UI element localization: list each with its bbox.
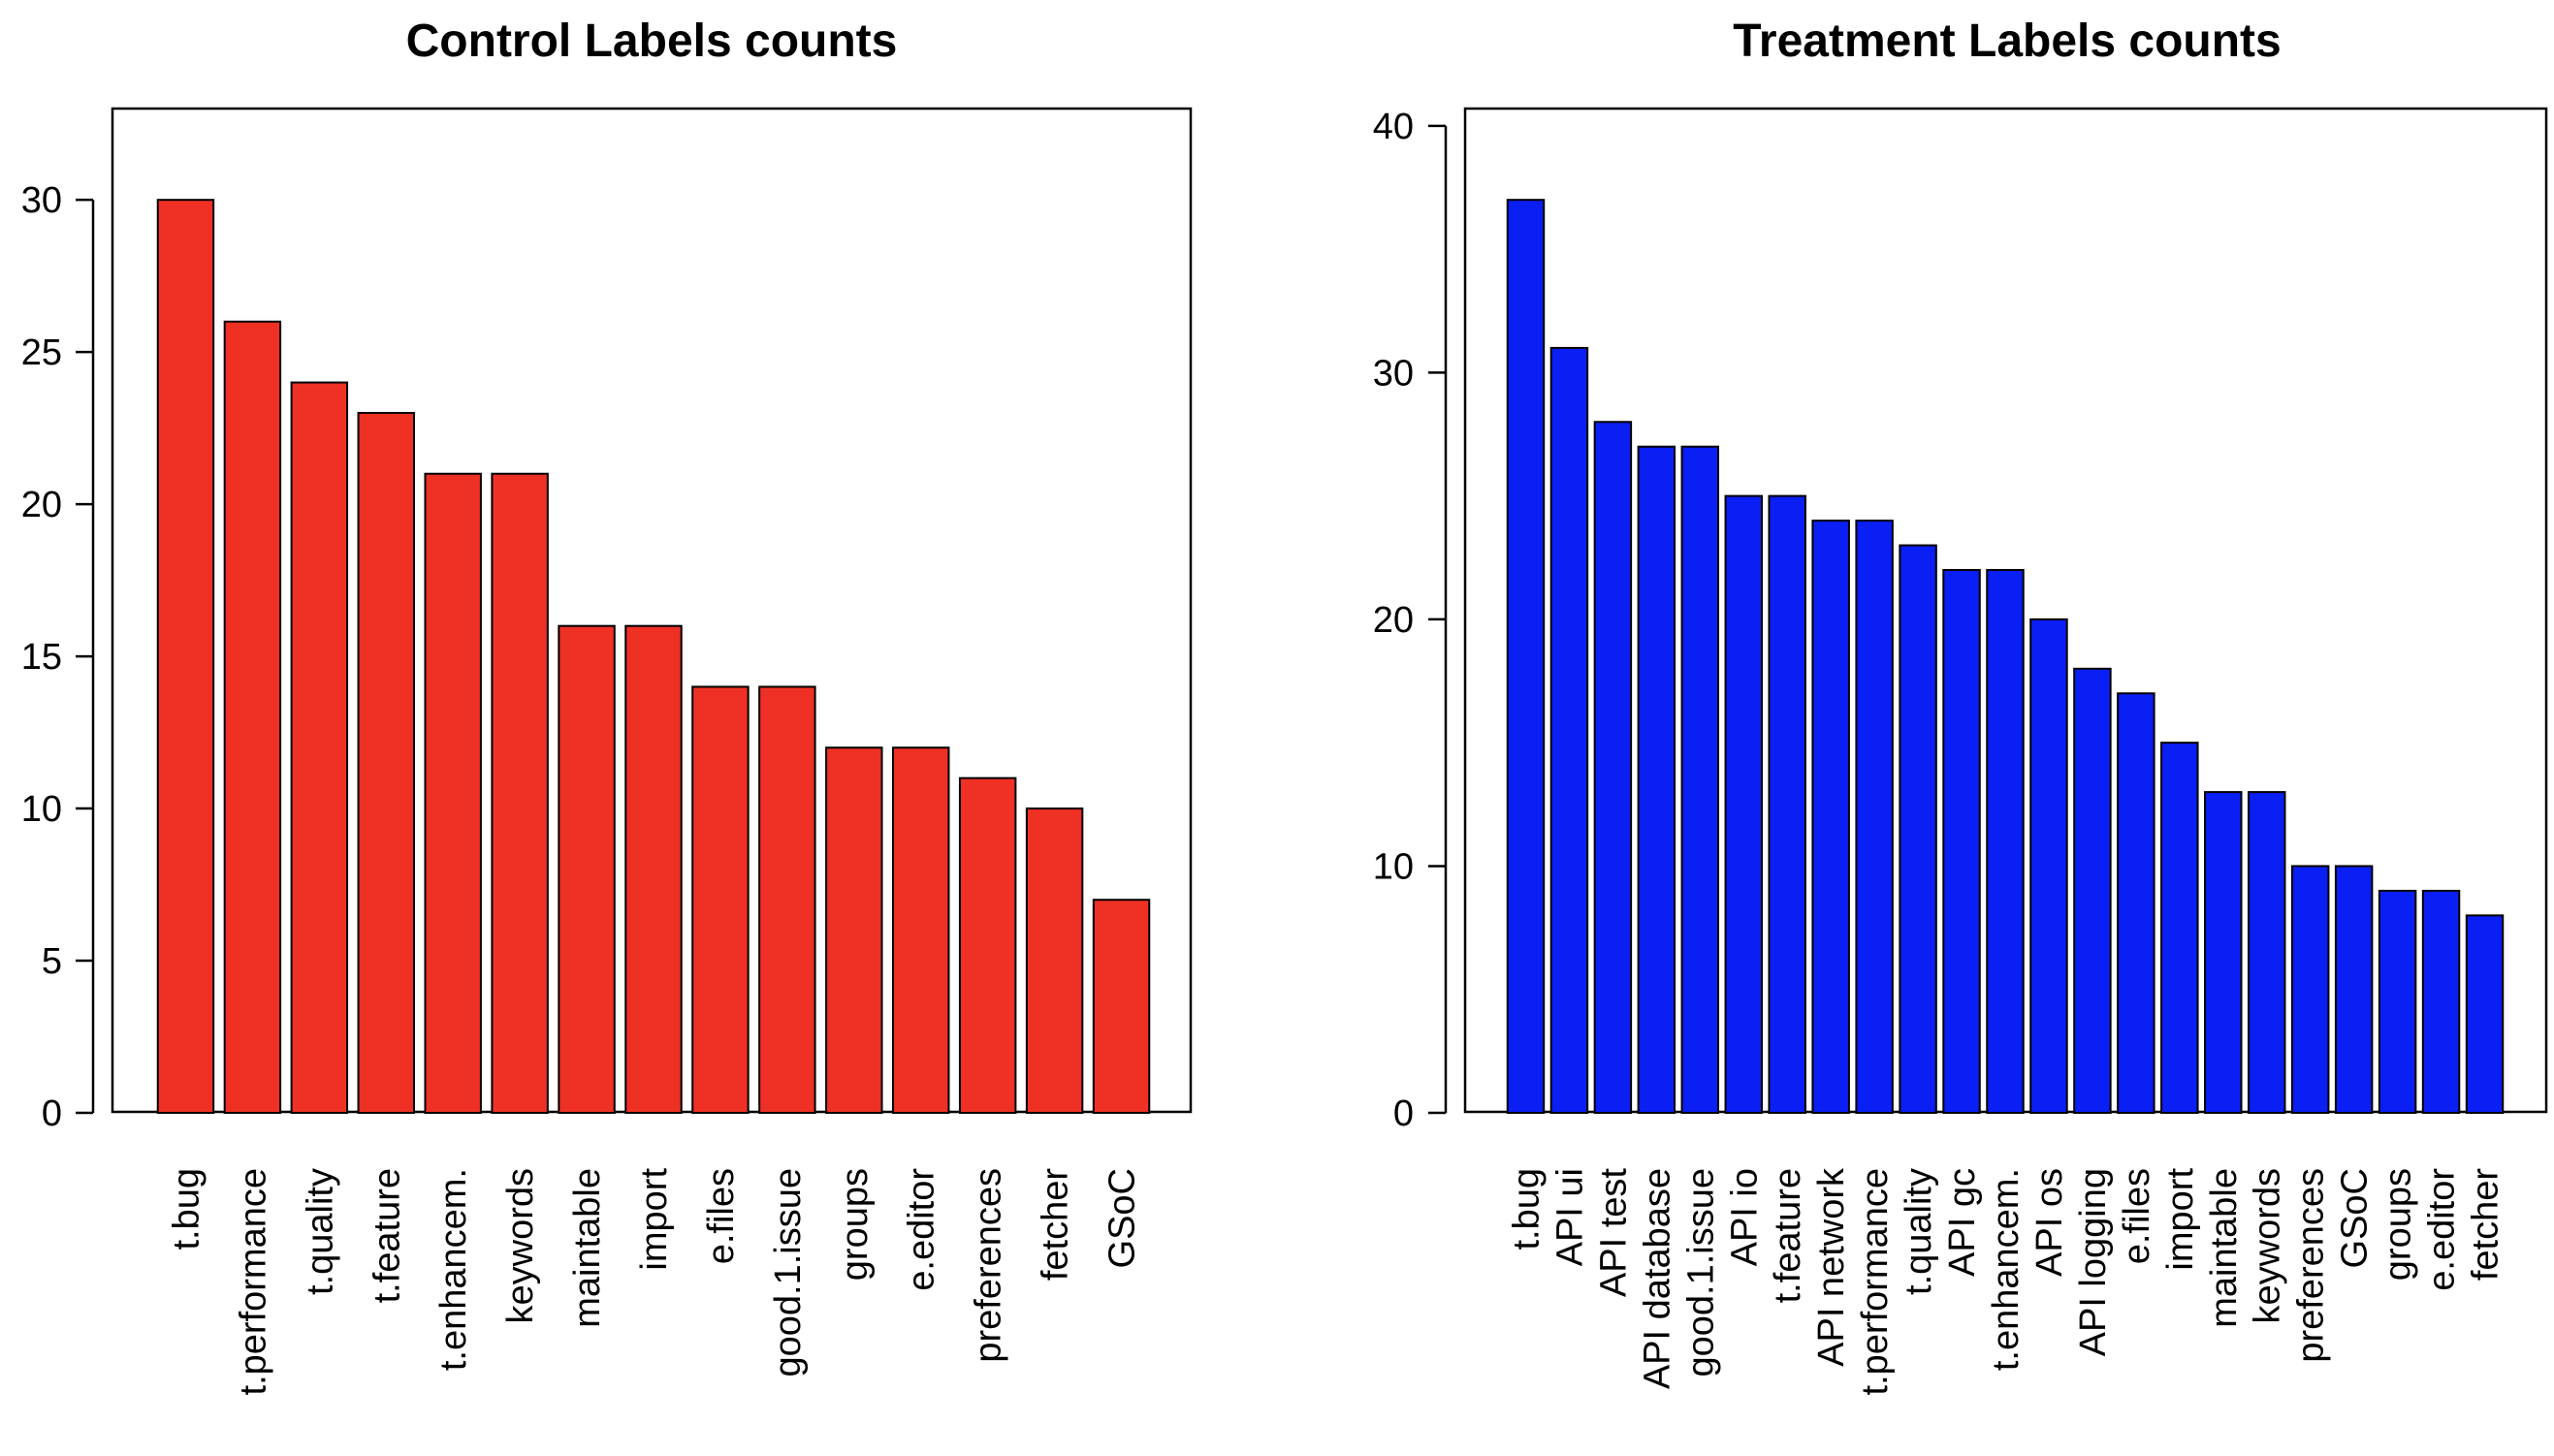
x-tick-label: preferences — [969, 1168, 1009, 1363]
x-tick-label: keywords — [500, 1168, 541, 1324]
x-tick-label: API database — [1637, 1168, 1677, 1389]
y-tick-label: 10 — [1373, 846, 1414, 887]
bar-t-feature — [357, 411, 415, 1114]
bar-api-logging — [2073, 667, 2112, 1114]
y-axis: 0 5 10 15 20 25 30 — [21, 180, 95, 1134]
x-tick-label: API os — [2029, 1168, 2070, 1277]
y-tick-label: 0 — [42, 1093, 62, 1134]
y-tick-label: 5 — [42, 941, 62, 982]
bar-keywords — [2248, 791, 2286, 1115]
y-tick-label: 30 — [1373, 353, 1414, 394]
bar-t-bug — [156, 199, 215, 1114]
y-tick-label: 15 — [21, 637, 62, 678]
x-tick-label: good.1.issue — [1680, 1168, 1721, 1377]
bar-e-editor — [892, 746, 950, 1115]
x-tick-label: t.enhancem. — [433, 1168, 474, 1371]
x-tick-label: t.performance — [1855, 1168, 1896, 1395]
x-tick-label: API logging — [2073, 1168, 2114, 1356]
x-tick-label: t.enhancem. — [1986, 1168, 2027, 1371]
bar-fetcher — [2465, 914, 2505, 1114]
bar-t-enhancem- — [1986, 569, 2025, 1114]
x-axis-labels: t.bug API ui API test API database good.1.is… — [1506, 1167, 2506, 1395]
x-tick-label: GSoC — [1102, 1168, 1143, 1268]
bar-api-ui — [1549, 346, 1589, 1115]
bar-e-editor — [2421, 889, 2461, 1114]
y-tick-label: 25 — [21, 332, 62, 373]
bar-api-database — [1637, 445, 1676, 1115]
x-tick-label: import — [634, 1168, 675, 1271]
y-tick-label: 40 — [1373, 107, 1414, 147]
bar-api-network — [1811, 520, 1850, 1114]
bar-t-quality — [290, 381, 349, 1114]
x-tick-label: e.files — [2117, 1168, 2157, 1264]
x-tick-label: API gc — [1942, 1168, 1983, 1277]
bar-good-1-issue — [1680, 445, 1720, 1115]
x-tick-label: API test — [1593, 1168, 1634, 1297]
x-tick-label: e.files — [701, 1168, 742, 1264]
bar-keywords — [491, 472, 549, 1115]
bar-good-1-issue — [758, 685, 816, 1114]
x-axis-labels: t.bug t.performance t.quality t.feature t.en… — [166, 1168, 1142, 1396]
x-tick-label: preferences — [2291, 1168, 2332, 1363]
x-tick-label: groups — [835, 1168, 876, 1281]
x-tick-label: t.bug — [166, 1168, 207, 1250]
x-tick-label: t.feature — [367, 1168, 407, 1303]
bar-preferences — [958, 776, 1017, 1114]
x-tick-label: fetcher — [2466, 1168, 2506, 1282]
bar-t-quality — [1899, 544, 1937, 1114]
x-tick-label: maintable — [567, 1168, 608, 1328]
control-labels-chart: Control Labels counts 0 5 10 15 20 25 30 t.bug… — [21, 16, 1193, 1396]
x-tick-label: t.feature — [1768, 1168, 1808, 1303]
x-tick-label: API network — [1811, 1167, 1852, 1367]
x-tick-label: fetcher — [1036, 1168, 1076, 1282]
x-tick-label: e.editor — [902, 1168, 942, 1291]
bar-api-io — [1724, 494, 1763, 1114]
bar-groups — [825, 746, 883, 1115]
x-tick-label: good.1.issue — [768, 1168, 809, 1377]
bar-groups — [2378, 889, 2417, 1114]
bar-maintable — [558, 624, 616, 1114]
bar-t-performance — [1855, 520, 1894, 1114]
chart-title: Treatment Labels counts — [1733, 16, 2281, 67]
x-tick-label: API io — [1724, 1168, 1765, 1266]
x-tick-label: GSoC — [2335, 1168, 2376, 1268]
x-tick-label: t.performance — [233, 1168, 273, 1395]
y-tick-label: 0 — [1393, 1093, 1414, 1134]
y-tick-label: 20 — [1373, 600, 1414, 641]
bar-api-gc — [1942, 569, 1981, 1114]
y-axis: 0 10 20 30 40 — [1373, 107, 1448, 1134]
bar-t-bug — [1506, 199, 1546, 1114]
bar-t-feature — [1768, 494, 1806, 1114]
bar-t-performance — [223, 320, 282, 1114]
x-tick-label: t.quality — [1899, 1168, 1939, 1295]
y-tick-label: 20 — [21, 485, 62, 525]
bar-t-enhancem- — [424, 472, 482, 1115]
bars — [1506, 199, 2505, 1115]
bar-preferences — [2290, 865, 2330, 1115]
x-tick-label: e.editor — [2422, 1168, 2463, 1291]
chart-title: Control Labels counts — [406, 16, 898, 67]
y-tick-label: 30 — [21, 180, 62, 221]
bar-gsoc — [1092, 899, 1151, 1114]
bar-e-files — [2117, 692, 2155, 1115]
bar-fetcher — [1025, 807, 1084, 1114]
x-tick-label: maintable — [2204, 1168, 2245, 1328]
bar-api-os — [2029, 617, 2068, 1114]
bar-maintable — [2204, 791, 2243, 1115]
bar-api-test — [1593, 421, 1633, 1114]
bar-import — [2160, 742, 2199, 1114]
x-tick-label: t.quality — [300, 1168, 340, 1295]
x-tick-label: t.bug — [1506, 1168, 1547, 1250]
bar-gsoc — [2334, 865, 2374, 1115]
x-tick-label: groups — [2378, 1168, 2419, 1281]
y-tick-label: 10 — [21, 789, 62, 830]
x-tick-label: keywords — [2248, 1168, 2288, 1324]
bars — [156, 199, 1151, 1115]
x-tick-label: import — [2160, 1168, 2201, 1271]
x-tick-label: API ui — [1549, 1168, 1590, 1266]
bar-e-files — [691, 685, 750, 1114]
bar-import — [624, 624, 683, 1114]
